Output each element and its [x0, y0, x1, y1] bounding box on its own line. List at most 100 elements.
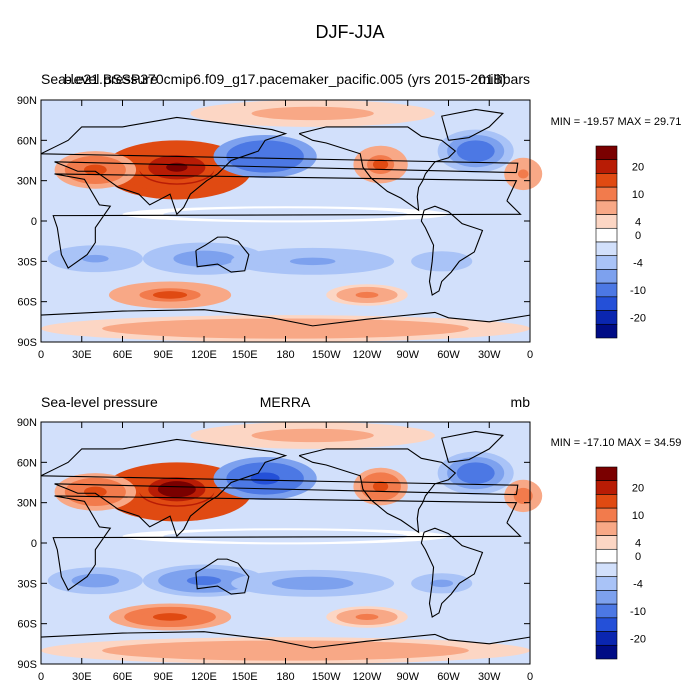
pressure-contour — [83, 164, 107, 176]
lat-tick-label: 30S — [17, 578, 37, 590]
continent-outline — [420, 205, 484, 296]
lon-tick-label: 60W — [437, 349, 460, 361]
panel-top-center-label: b.e21.BSSP370cmip6.f09_g17.pacemaker_pac… — [64, 71, 506, 87]
pressure-contour — [465, 467, 487, 480]
colorbar-label: -4 — [633, 258, 643, 270]
lon-tick-label: 90W — [396, 671, 419, 683]
colorbar-swatch — [595, 535, 618, 550]
colorbar-label: -20 — [630, 633, 646, 645]
pressure-contour — [430, 579, 454, 588]
panel-top-left-label: Sea-level pressure — [41, 71, 158, 87]
colorbar-label: 4 — [635, 216, 641, 228]
lon-tick-label: 90E — [153, 671, 173, 683]
colorbar-swatch — [595, 494, 618, 509]
pressure-contour — [152, 291, 188, 299]
colorbar-swatch — [595, 255, 618, 270]
pressure-contour — [430, 257, 454, 266]
lat-tick-label: 30N — [17, 498, 37, 510]
pressure-contour — [239, 534, 332, 539]
colorbar-label: 20 — [632, 483, 644, 495]
continent-outline — [40, 309, 531, 327]
continent-outline — [40, 438, 519, 538]
lon-tick-label: 150E — [232, 671, 258, 683]
colorbar-swatch — [595, 323, 618, 339]
lat-tick-label: 90S — [17, 337, 37, 349]
pressure-contour — [465, 145, 487, 158]
colorbar-swatch — [595, 548, 618, 564]
colorbar-swatch — [595, 241, 618, 257]
colorbar-label: -10 — [630, 606, 646, 618]
lon-tick-label: 180 — [276, 671, 294, 683]
lon-tick-label: 60W — [437, 671, 460, 683]
colorbar-label: 20 — [632, 162, 644, 174]
colorbar-bottom: 20 10 4 0 -4 -10 -20 — [595, 466, 646, 660]
panel-bottom-minmax: MIN = -17.10 MAX = 34.59 — [551, 437, 682, 449]
lon-tick-label: 30E — [72, 671, 92, 683]
lon-tick-label: 120W — [353, 349, 382, 361]
colorbar-label: -10 — [630, 285, 646, 297]
lon-tick-label: 30E — [72, 349, 92, 361]
pressure-contour — [289, 579, 336, 588]
lon-tick-label: 90W — [396, 349, 419, 361]
map-bottom — [40, 421, 543, 665]
colorbar-swatch — [595, 562, 618, 578]
lon-tick-label: 0 — [38, 349, 44, 361]
panel-top: Sea-level pressure b.e21.BSSP370cmip6.f0… — [17, 71, 682, 361]
pressure-contour — [250, 150, 280, 163]
colorbar-top: 20 10 4 0 -4 -10 -20 — [595, 145, 646, 339]
pressure-contour — [278, 109, 347, 118]
lat-tick-label: 90N — [17, 95, 37, 107]
colorbar-label: -20 — [630, 312, 646, 324]
pressure-contour — [83, 486, 107, 498]
panel-top-minmax: MIN = -19.57 MAX = 29.71 — [551, 116, 682, 128]
pressure-contour — [152, 613, 188, 621]
colorbar-swatch — [595, 269, 618, 284]
panel-bottom-center-label: MERRA — [260, 394, 311, 410]
pressure-contour — [250, 472, 280, 485]
pressure-contour — [217, 324, 354, 333]
pressure-contour — [355, 291, 379, 298]
continent-outline — [52, 495, 522, 591]
pressure-contour — [186, 254, 222, 264]
colorbar-swatch — [595, 576, 618, 591]
colorbar-swatch — [595, 507, 618, 523]
colorbar-swatch — [595, 521, 618, 536]
lon-tick-label: 0 — [527, 671, 533, 683]
lat-tick-label: 60S — [17, 297, 37, 309]
continent-outline — [441, 430, 505, 463]
lon-tick-label: 150W — [312, 349, 341, 361]
lat-tick-label: 0 — [31, 538, 37, 550]
lon-tick-label: 150W — [312, 671, 341, 683]
pressure-contour — [217, 646, 354, 655]
continent-outline — [52, 173, 522, 269]
lat-tick-label: 90N — [17, 417, 37, 429]
colorbar-label: 4 — [635, 537, 641, 549]
colorbar-swatch — [595, 310, 618, 325]
pressure-contour — [517, 169, 529, 179]
colorbar-swatch — [595, 186, 618, 202]
continent-outline — [195, 558, 250, 595]
lat-tick-label: 60N — [17, 457, 37, 469]
colorbar-swatch — [595, 282, 618, 298]
panel-top-right-label: millibars — [479, 71, 530, 87]
lon-tick-label: 0 — [527, 349, 533, 361]
continent-outline — [40, 631, 531, 649]
colorbar-swatch — [595, 227, 618, 243]
continent-outline — [298, 448, 457, 534]
lon-tick-label: 120E — [191, 671, 217, 683]
pressure-contour — [355, 613, 379, 620]
pressure-contour — [186, 576, 222, 586]
pressure-contour — [289, 257, 336, 266]
lat-tick-label: 30N — [17, 176, 37, 188]
figure-title: DJF-JJA — [316, 22, 385, 42]
colorbar-swatch — [595, 644, 618, 660]
lon-tick-label: 60E — [113, 349, 133, 361]
lon-tick-label: 150E — [232, 349, 258, 361]
colorbar-label: 10 — [632, 510, 644, 522]
panel-bottom: Sea-level pressure MERRA mb 90N 60N 30N 0 30… — [17, 394, 682, 683]
colorbar-swatch — [595, 466, 618, 482]
continent-outline — [441, 108, 505, 141]
lat-tick-label: 60N — [17, 135, 37, 147]
continent-outline — [195, 236, 250, 273]
